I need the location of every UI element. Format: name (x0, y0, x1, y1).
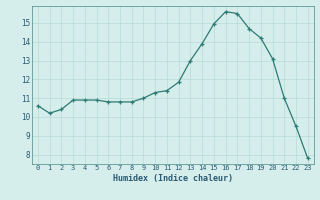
X-axis label: Humidex (Indice chaleur): Humidex (Indice chaleur) (113, 174, 233, 183)
